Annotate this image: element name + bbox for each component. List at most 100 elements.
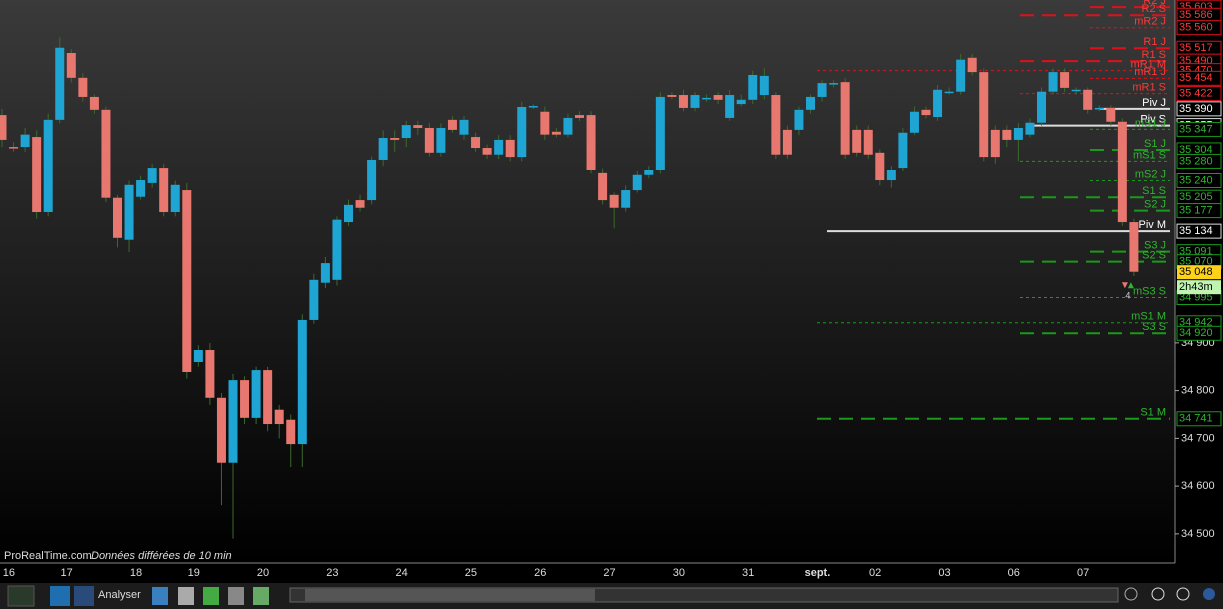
candle-body	[609, 194, 619, 208]
candle-body	[840, 82, 850, 155]
share-icon[interactable]	[50, 586, 70, 606]
candle-body	[32, 137, 42, 213]
candle-body	[933, 89, 943, 117]
price-box	[1176, 325, 1222, 341]
pivot-label: S1 M	[1140, 407, 1166, 419]
pivot-label: R2 J	[1143, 0, 1166, 7]
candle-body	[0, 115, 7, 140]
candle-body	[505, 139, 515, 158]
candle-body	[9, 147, 19, 149]
candle-body	[390, 138, 400, 140]
y-tick-label: 34 600	[1181, 480, 1215, 492]
candle-body	[829, 83, 839, 85]
x-tick-label: 03	[938, 567, 950, 579]
scroll-thumb[interactable]	[305, 589, 595, 601]
candle-body	[297, 319, 307, 445]
candle-body	[563, 117, 573, 135]
candle-body	[471, 137, 481, 149]
candle-body	[147, 168, 157, 183]
candle-body	[702, 97, 712, 100]
price-box-label: 35 240	[1179, 174, 1213, 186]
pivot-label: Piv J	[1142, 97, 1166, 109]
price-box	[1176, 86, 1222, 102]
candle-body	[20, 134, 30, 148]
price-box-label: 35 134	[1179, 225, 1213, 237]
candle-body	[78, 77, 88, 97]
candle-body	[736, 99, 746, 105]
analyse-button[interactable]: Analyser	[98, 589, 141, 601]
price-box	[1176, 203, 1222, 219]
candle-body	[1037, 91, 1046, 123]
candle-body	[251, 370, 261, 418]
zoom-icon[interactable]	[1124, 587, 1138, 601]
candle-body	[759, 75, 769, 96]
candle-body	[332, 219, 342, 280]
price-box-label: 35 070	[1179, 256, 1213, 268]
menu-icon[interactable]	[1203, 588, 1215, 600]
tool-icon[interactable]	[228, 587, 244, 605]
candle-body	[598, 172, 608, 201]
pivot-label: S3 S	[1142, 321, 1166, 333]
candle-body	[159, 168, 169, 213]
tool-icon[interactable]	[253, 587, 269, 605]
zoom-in[interactable]	[1176, 587, 1190, 601]
candle-body	[967, 57, 977, 73]
candle-body	[806, 96, 815, 110]
pivot-label: R1 J	[1143, 36, 1166, 48]
price-box-label: 35 304	[1179, 144, 1213, 156]
tool-icon[interactable]	[152, 587, 168, 605]
candle-body	[517, 106, 527, 158]
candle-body	[89, 96, 99, 110]
pivot-label: mR1 J	[1134, 66, 1166, 78]
candle-body	[690, 95, 700, 108]
source-note: Données différées de 10 min	[91, 550, 232, 562]
candle-body	[1002, 129, 1012, 140]
price-box	[1176, 20, 1222, 36]
candle-body	[113, 197, 122, 238]
price-box-label: 35 177	[1179, 204, 1213, 216]
pivot-label: mS1 J	[1135, 117, 1166, 129]
tool-icon[interactable]	[178, 587, 194, 605]
pivot-label: R1 S	[1142, 49, 1166, 61]
price-box-label: 35 560	[1179, 22, 1213, 34]
candle-body	[1071, 89, 1081, 92]
candle-body	[1060, 72, 1070, 88]
last-price-box	[1177, 265, 1221, 280]
candle-body	[725, 95, 735, 118]
candle-body	[990, 129, 1000, 158]
price-box-label: 35 205	[1179, 191, 1213, 203]
countdown: 2h43m	[1179, 281, 1213, 293]
panel-icon[interactable]	[74, 586, 94, 606]
candle-body	[575, 115, 584, 118]
price-box-label: 35 347	[1179, 123, 1213, 135]
candle-body	[863, 129, 873, 155]
x-tick-label: 16	[3, 567, 15, 579]
candle-body	[1106, 107, 1116, 122]
x-tick-label: 19	[188, 567, 200, 579]
pivot-label: S2 J	[1144, 198, 1166, 210]
candle-body	[170, 184, 180, 213]
pivot-label: mR1 M	[1131, 59, 1166, 71]
pivot-label: mR2 J	[1134, 16, 1166, 28]
zoom-out[interactable]	[1151, 587, 1165, 601]
chart-icon[interactable]	[7, 585, 35, 607]
price-box	[1176, 101, 1222, 117]
pivot-label: mS1 M	[1131, 311, 1166, 323]
candle-body	[944, 91, 954, 94]
candle-body	[1083, 89, 1093, 110]
pivot-label: mR1 S	[1132, 82, 1166, 94]
source: ProRealTime.com	[4, 550, 92, 562]
price-box	[1176, 173, 1222, 189]
candle-body	[794, 109, 804, 130]
candle-body	[852, 129, 862, 153]
candle-body	[528, 106, 538, 108]
price-box	[1176, 411, 1222, 427]
candle-body	[898, 132, 908, 169]
candle-body	[748, 74, 758, 100]
candle-body	[713, 95, 723, 100]
tool-icon[interactable]	[203, 587, 219, 605]
candle-body	[632, 174, 642, 191]
price-box-label: 34 741	[1179, 413, 1213, 425]
x-tick-label: 27	[603, 567, 615, 579]
